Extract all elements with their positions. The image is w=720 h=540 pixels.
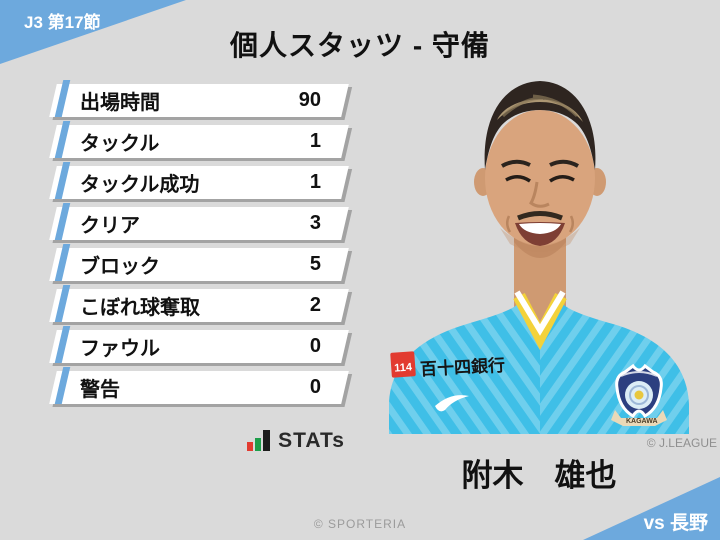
sponsor-text: 百十四銀行 — [420, 355, 506, 379]
stat-value: 3 — [309, 212, 321, 234]
stat-value: 0 — [309, 335, 321, 357]
stat-value: 5 — [309, 253, 321, 275]
jersey-brand-mark — [435, 395, 469, 412]
site-credit: © SPORTERIA — [313, 517, 407, 531]
stat-row-loose-ball-recoveries: こぼれ球奪取 2 — [49, 285, 349, 322]
stat-value: 1 — [309, 130, 321, 152]
stat-list: 出場時間 90 タックル 1 タックル成功 1 クリア 3 — [49, 80, 349, 412]
stat-row-tackles: タックル 1 — [49, 121, 349, 158]
stat-label: ファウル — [80, 338, 160, 360]
stat-row-clearances: クリア 3 — [49, 203, 349, 240]
stat-label: ブロック — [80, 256, 160, 278]
stat-row-fouls: ファウル 0 — [49, 326, 349, 363]
bar-chart-icon — [247, 430, 271, 451]
stat-label: 出場時間 — [80, 92, 160, 114]
stat-value: 90 — [298, 89, 321, 111]
stat-row-blocks: ブロック 5 — [49, 244, 349, 281]
stats-logo: STATs — [53, 427, 345, 451]
stat-label: 警告 — [80, 379, 120, 401]
opponent-label: vs 長野 — [643, 513, 708, 534]
jersey-sponsor: 114 百十四銀行 — [390, 351, 505, 379]
stat-label: タックル — [80, 133, 160, 155]
sponsor-logo-text: 114 — [394, 361, 413, 374]
stat-row-yellow-cards: 警告 0 — [49, 367, 349, 404]
stat-value: 2 — [309, 294, 321, 316]
stat-label: クリア — [80, 215, 140, 237]
player-name: 附木 雄也 — [461, 458, 617, 493]
crest-ribbon-text: KAGAWA — [626, 418, 658, 425]
page-title: 個人スタッツ - 守備 — [230, 30, 490, 61]
stat-label: こぼれ球奪取 — [80, 297, 200, 319]
photo-credit: © J.LEAGUE — [646, 436, 717, 450]
stat-row-tackles-won: タックル成功 1 — [49, 162, 349, 199]
stat-value: 0 — [309, 376, 321, 398]
match-label: J3 第17節 — [24, 13, 101, 32]
player-photo: 114 百十四銀行 KAGAWA — [383, 70, 695, 434]
stats-logo-text: STATs — [278, 429, 345, 452]
stat-label: タックル成功 — [80, 174, 200, 196]
club-crest: KAGAWA — [611, 363, 667, 426]
stat-row-minutes: 出場時間 90 — [49, 80, 349, 117]
stat-value: 1 — [309, 171, 321, 193]
player-head — [474, 81, 606, 252]
